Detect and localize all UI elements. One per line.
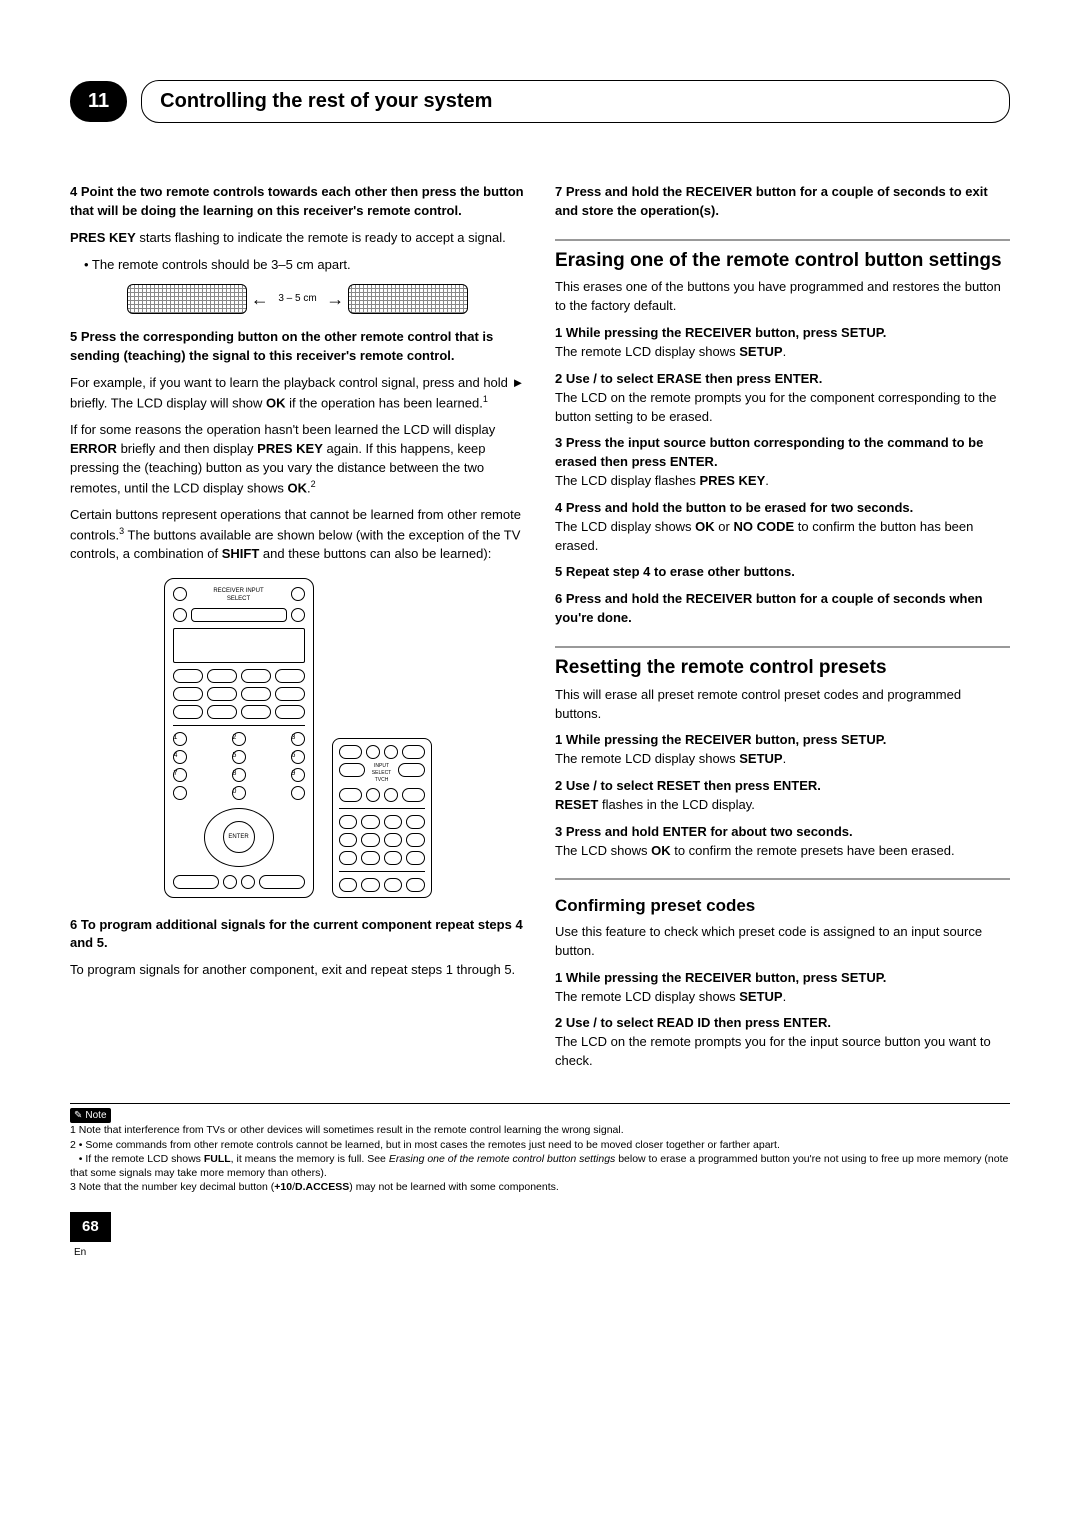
confirm-s1: 1 While pressing the RECEIVER button, pr… (555, 969, 1010, 1007)
confirm-intro: Use this feature to check which preset c… (555, 923, 1010, 961)
remote-right-icon (348, 284, 468, 314)
content-columns: 4 Point the two remote controls towards … (70, 183, 1010, 1079)
left-column: 4 Point the two remote controls towards … (70, 183, 525, 1079)
chapter-header: 11 Controlling the rest of your system (70, 80, 1010, 123)
step-6-text: To program signals for another component… (70, 961, 525, 980)
right-column: 7 Press and hold the RECEIVER button for… (555, 183, 1010, 1079)
footnote-2a: 2 • Some commands from other remote cont… (70, 1138, 1010, 1152)
chapter-title: Controlling the rest of your system (160, 90, 492, 112)
chapter-number-badge: 11 (70, 81, 127, 122)
page-number: 68 (70, 1212, 111, 1242)
note-badge-icon: Note (70, 1108, 111, 1124)
remote-left-icon (127, 284, 247, 314)
erase-s1: 1 While pressing the RECEIVER button, pr… (555, 324, 1010, 362)
distance-label: 3 – 5 cm (278, 292, 316, 307)
step-4-lead: 4 Point the two remote controls towards … (70, 183, 525, 221)
arrow-left-icon: ← (251, 286, 269, 312)
footnote-ref-1: 1 (483, 394, 488, 404)
erase-intro: This erases one of the buttons you have … (555, 278, 1010, 316)
chapter-title-frame: Controlling the rest of your system (141, 80, 1010, 123)
side-remote-diagram: INPUTSELECT TVCH (332, 738, 432, 898)
footnote-1: 1 Note that interference from TVs or oth… (70, 1123, 1010, 1137)
step-6-lead: 6 To program additional signals for the … (70, 916, 525, 954)
erase-s3: 3 Press the input source button correspo… (555, 434, 1010, 491)
step-5-lead: 5 Press the corresponding button on the … (70, 328, 525, 366)
reset-s1: 1 While pressing the RECEIVER button, pr… (555, 731, 1010, 769)
note-header: Note (70, 1108, 1010, 1124)
step-5-p2: If for some reasons the operation hasn't… (70, 421, 525, 498)
footnote-3: 3 Note that the number key decimal butto… (70, 1180, 1010, 1194)
step-4-text: PRES KEY starts flashing to indicate the… (70, 229, 525, 248)
step-5-p1: For example, if you want to learn the pl… (70, 374, 525, 413)
divider-erase (555, 239, 1010, 241)
footnotes: Note 1 Note that interference from TVs o… (70, 1103, 1010, 1194)
footnote-ref-2: 2 (311, 479, 316, 489)
step-4-bullet: • The remote controls should be 3–5 cm a… (84, 256, 525, 275)
step-7-lead: 7 Press and hold the RECEIVER button for… (555, 183, 1010, 221)
divider-reset (555, 646, 1010, 648)
erase-s5: 5 Repeat step 4 to erase other buttons. (555, 563, 1010, 582)
erase-title: Erasing one of the remote control button… (555, 249, 1010, 273)
two-remotes-diagram: ← 3 – 5 cm → (70, 284, 525, 314)
erase-s2: 2 Use / to select ERASE then press ENTER… (555, 370, 1010, 427)
reset-intro: This will erase all preset remote contro… (555, 686, 1010, 724)
confirm-s2: 2 Use / to select READ ID then press ENT… (555, 1014, 1010, 1071)
confirm-title: Confirming preset codes (555, 894, 1010, 919)
reset-s2: 2 Use / to select RESET then press ENTER… (555, 777, 1010, 815)
step-5-p3: Certain buttons represent operations tha… (70, 506, 525, 564)
divider-confirm (555, 878, 1010, 880)
language-label: En (74, 1247, 86, 1258)
main-remote-diagram: RECEIVER INPUTSELECT 123 456 789 0 (164, 578, 314, 898)
reset-s3: 3 Press and hold ENTER for about two sec… (555, 823, 1010, 861)
erase-s6: 6 Press and hold the RECEIVER button for… (555, 590, 1010, 628)
page-footer: 68 En (70, 1212, 1010, 1261)
footnote-2b: • If the remote LCD shows FULL, it means… (70, 1152, 1010, 1180)
erase-s4: 4 Press and hold the button to be erased… (555, 499, 1010, 556)
reset-title: Resetting the remote control presets (555, 656, 1010, 680)
remote-diagram-large: RECEIVER INPUTSELECT 123 456 789 0 INPUT… (70, 578, 525, 898)
arrow-right-icon: → (326, 286, 344, 312)
